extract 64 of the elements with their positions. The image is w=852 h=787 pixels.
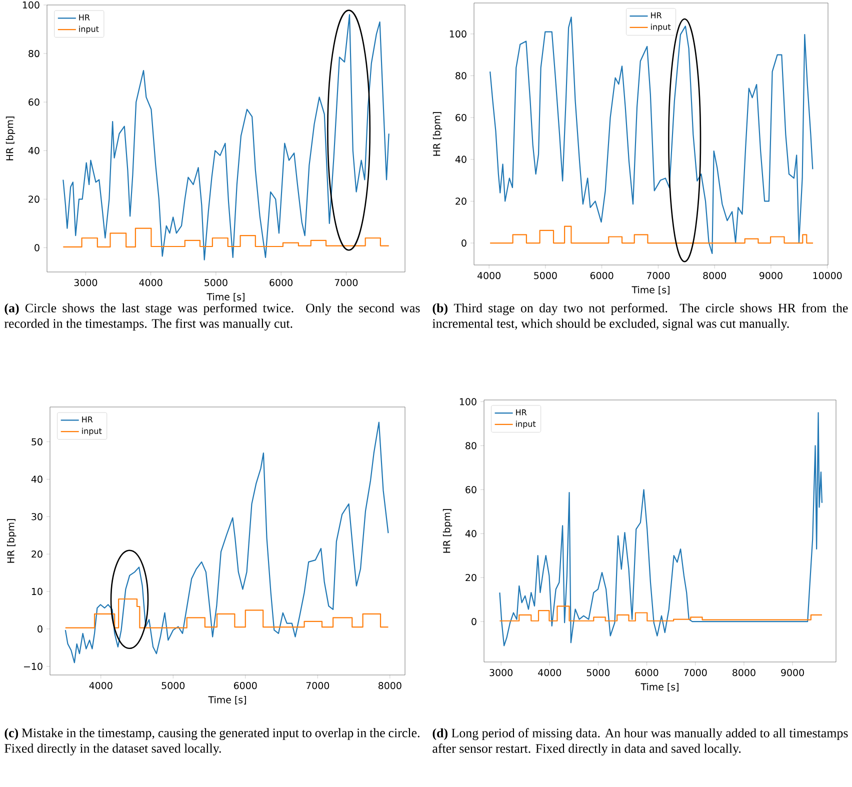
y-tick-label: 30	[32, 513, 42, 520]
y-tick-label: 80	[28, 50, 40, 58]
y-tick-label: 0	[38, 625, 42, 633]
line-series	[64, 422, 389, 664]
x-tick-label: 9000	[760, 272, 782, 280]
y-tick-label: −10	[24, 662, 42, 670]
x-tick-label: 5000	[534, 272, 557, 280]
y-tick-label: 60	[28, 98, 40, 106]
y-tick-label: 40	[465, 530, 476, 538]
x-tick-label: 5000	[204, 278, 228, 286]
x-tick-label: 7000	[334, 278, 358, 286]
y-tick-label: 10	[32, 588, 42, 596]
y-tick-label: 0	[34, 244, 40, 252]
y-tick-label: 80	[456, 72, 466, 80]
y-tick-label: 40	[31, 476, 42, 483]
line-series	[62, 14, 390, 260]
x-axis-title: Time [s]	[208, 696, 246, 704]
y-tick-label: 50	[32, 438, 42, 446]
text: (d) Long period of missing data. An hour was manually added to all timestamps after sensor restart. Fixed directly in data and saved locally.	[432, 728, 848, 756]
y-axis-title: HR [bpm]	[7, 519, 16, 563]
line-series	[490, 16, 814, 254]
x-tick-label: 6000	[635, 668, 658, 676]
y-tick-label: 100	[450, 30, 466, 38]
x-tick-label: 4000	[538, 668, 562, 676]
x-tick-label: 3000	[490, 668, 512, 676]
y-tick-label: 20	[466, 574, 476, 582]
y-tick-label: 80	[466, 442, 476, 450]
x-tick-label: 3000	[74, 278, 98, 286]
y-tick-label: 0	[462, 239, 466, 247]
x-tick-label: 4000	[89, 682, 112, 690]
x-axis-title: Time [s]	[640, 683, 678, 692]
x-tick-label: 4000	[139, 278, 162, 286]
y-tick-label: 40	[28, 147, 40, 154]
y-tick-label: 40	[455, 156, 466, 163]
y-axis-title: HR [bpm]	[432, 112, 442, 156]
y-tick-label: 20	[28, 196, 40, 203]
text: (c) Mistake in the timestamp, causing the generated input to overlap in the circle. Fixed directly in the dataset saved locally.	[4, 728, 420, 756]
y-tick-label: 20	[32, 550, 42, 558]
y-tick-label: 0	[472, 618, 476, 626]
y-tick-label: 60	[456, 114, 466, 122]
x-tick-label: 7000	[646, 272, 670, 280]
x-tick-label: 5000	[162, 682, 185, 690]
x-tick-label: 6000	[270, 278, 292, 286]
x-tick-label: 9000	[781, 668, 804, 676]
x-tick-label: 10000	[813, 272, 842, 280]
text: (b) Third stage on day two not performed. The circle shows HR from the incremental test, which should be excluded, signal was cut manually.	[432, 303, 848, 331]
y-tick-label: 60	[466, 486, 476, 494]
x-tick-label: 5000	[586, 668, 610, 676]
x-tick-label: 7000	[306, 682, 330, 690]
x-tick-label: 7000	[684, 668, 707, 676]
y-tick-label: 20	[456, 198, 466, 205]
x-tick-label: 6000	[234, 682, 257, 690]
x-tick-label: 4000	[477, 272, 500, 280]
y-tick-label: 100	[22, 1, 40, 9]
x-tick-label: 8000	[703, 272, 726, 280]
y-axis-title: HR [bpm]	[442, 509, 452, 553]
x-tick-label: 8000	[732, 668, 756, 676]
x-axis-title: Time [s]	[632, 286, 670, 294]
y-axis-title: HR [bpm]	[6, 116, 16, 160]
x-tick-label: 6000	[590, 272, 614, 280]
x-tick-label: 8000	[378, 682, 402, 690]
text: (a) Circle shows the last stage was performed twice. Only the second was recorded in the timestamps. The first was manually cut.	[4, 303, 420, 331]
x-axis-title: Time [s]	[206, 293, 244, 302]
y-tick-label: 100	[460, 398, 476, 406]
